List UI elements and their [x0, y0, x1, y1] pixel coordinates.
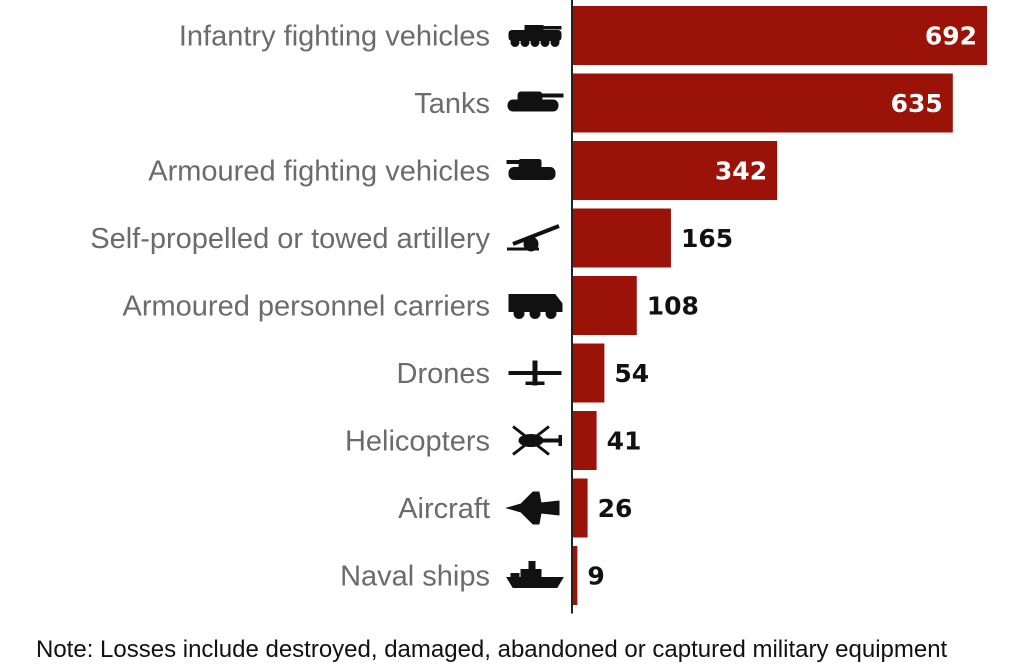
- value-label: 54: [614, 359, 649, 388]
- bar: [572, 276, 637, 335]
- bar: [572, 6, 987, 65]
- tank-icon: [507, 91, 564, 112]
- category-label: Naval ships: [340, 561, 490, 593]
- category-label: Infantry fighting vehicles: [179, 21, 490, 53]
- drone-icon: [508, 360, 562, 386]
- bar: [572, 73, 953, 133]
- bar: [572, 208, 671, 268]
- value-label: 108: [647, 292, 699, 321]
- category-label: Armoured personnel carriers: [123, 291, 490, 323]
- armoured-personnel-carrier-icon: [508, 294, 563, 319]
- artillery-icon: [507, 224, 560, 252]
- value-label: 9: [587, 562, 604, 591]
- category-label: Drones: [397, 358, 491, 390]
- value-label: 342: [715, 157, 767, 186]
- chart-note: Note: Losses include destroyed, damaged,…: [36, 636, 948, 663]
- category-label: Helicopters: [345, 426, 490, 458]
- aircraft-icon: [505, 491, 560, 525]
- armoured-fighting-vehicle-icon: [506, 159, 556, 180]
- category-label: Self-propelled or towed artillery: [90, 223, 490, 255]
- naval-ship-icon: [506, 561, 564, 588]
- category-label: Aircraft: [398, 493, 490, 525]
- bar: [572, 343, 605, 403]
- infantry-fighting-vehicle-icon: [508, 25, 562, 47]
- bar: [572, 478, 588, 538]
- helicopter-icon: [512, 425, 562, 456]
- value-label: 41: [607, 427, 642, 456]
- value-label: 635: [891, 89, 943, 118]
- value-label: 692: [925, 22, 977, 51]
- value-label: 26: [598, 494, 633, 523]
- category-label: Tanks: [414, 88, 490, 120]
- bar: [572, 141, 778, 200]
- category-label: Armoured fighting vehicles: [148, 156, 490, 188]
- value-label: 165: [681, 224, 733, 253]
- bar-chart: Infantry fighting vehicles 692 Tanks 635 Arm…: [90, 0, 987, 614]
- bar: [572, 546, 578, 605]
- bar: [572, 411, 597, 470]
